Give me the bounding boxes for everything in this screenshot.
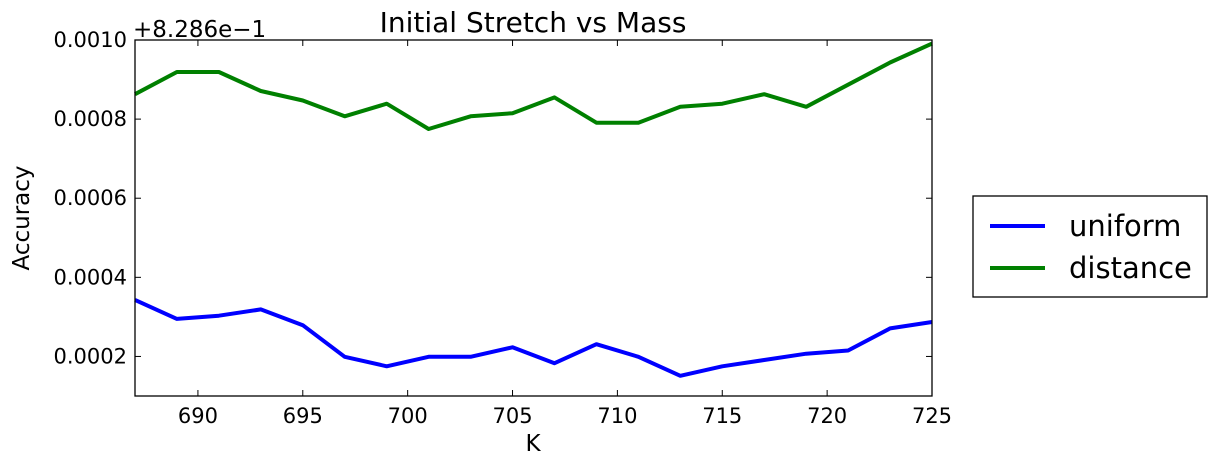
series-layer	[134, 41, 933, 378]
y-offset-label: +8.286e−1	[133, 17, 266, 43]
y-tick-label: 0.0010	[54, 28, 127, 52]
x-tick-label: 710	[597, 404, 637, 428]
legend: uniform distance	[972, 195, 1208, 298]
x-tick-label: 725	[912, 404, 952, 428]
y-axis: 0.0002 0.0004 0.0006 0.0008 0.0010	[54, 28, 932, 368]
y-axis-label: Accuracy	[9, 165, 35, 270]
x-axis-label: K	[525, 431, 541, 457]
x-tick-label: 715	[702, 404, 742, 428]
chart-title: Initial Stretch vs Mass	[380, 6, 687, 39]
series-line-uniform	[134, 298, 933, 378]
x-tick-label: 705	[492, 404, 532, 428]
y-tick-label: 0.0002	[54, 344, 127, 368]
plot-frame	[134, 39, 933, 397]
x-axis: 690 695 700 705 710 715 720 725	[178, 40, 952, 428]
y-tick-label: 0.0004	[54, 265, 127, 289]
x-tick-label: 700	[388, 404, 428, 428]
y-tick-label: 0.0006	[54, 186, 127, 210]
series-line-distance	[134, 41, 933, 131]
x-tick-label: 695	[283, 404, 323, 428]
legend-frame	[972, 195, 1208, 298]
x-tick-label: 690	[178, 404, 218, 428]
legend-label-uniform: uniform	[1069, 209, 1181, 243]
legend-label-distance: distance	[1069, 251, 1192, 285]
y-tick-label: 0.0008	[54, 107, 127, 131]
x-tick-label: 720	[807, 404, 847, 428]
